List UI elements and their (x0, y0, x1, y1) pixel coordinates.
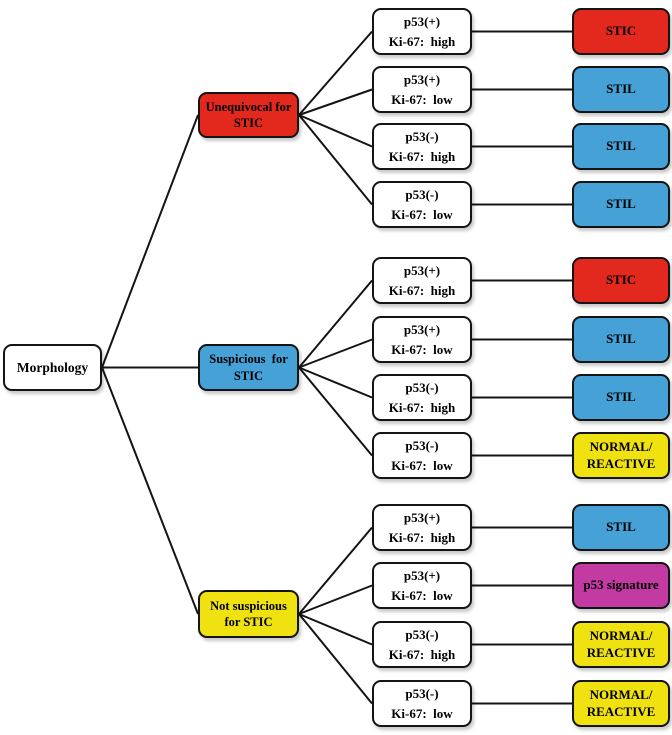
branch-node-unequivocal-for-stic: Unequivocal for STIC (198, 92, 299, 138)
result-node: NORMAL/ REACTIVE (572, 432, 670, 479)
result-node: STIL (572, 504, 670, 551)
condition-node: p53(+) Ki-67: high (372, 257, 472, 304)
result-node: STIC (572, 8, 670, 55)
branch-node-not-suspicious-for-stic: Not suspicious for STIC (198, 590, 299, 638)
result-node: NORMAL/ REACTIVE (572, 621, 670, 668)
condition-node: p53(+) Ki-67: high (372, 8, 472, 55)
condition-node: p53(-) Ki-67: low (372, 181, 472, 228)
condition-node: p53(-) Ki-67: high (372, 374, 472, 421)
condition-node: p53(+) Ki-67: high (372, 504, 472, 551)
result-node: STIC (572, 257, 670, 304)
result-node: STIL (572, 374, 670, 421)
result-node: STIL (572, 316, 670, 363)
condition-node: p53(-) Ki-67: high (372, 123, 472, 170)
result-node: STIL (572, 66, 670, 113)
result-node: p53 signature (572, 562, 670, 609)
condition-node: p53(-) Ki-67: high (372, 621, 472, 668)
result-node: STIL (572, 181, 670, 228)
branch-node-suspicious-for-stic: Suspicious for STIC (198, 344, 299, 391)
result-node: STIL (572, 123, 670, 170)
root-node-morphology: Morphology (3, 344, 102, 391)
condition-node: p53(+) Ki-67: low (372, 316, 472, 363)
condition-node: p53(-) Ki-67: low (372, 432, 472, 479)
condition-node: p53(+) Ki-67: low (372, 562, 472, 609)
result-node: NORMAL/ REACTIVE (572, 680, 670, 727)
condition-node: p53(-) Ki-67: low (372, 680, 472, 727)
condition-node: p53(+) Ki-67: low (372, 66, 472, 113)
